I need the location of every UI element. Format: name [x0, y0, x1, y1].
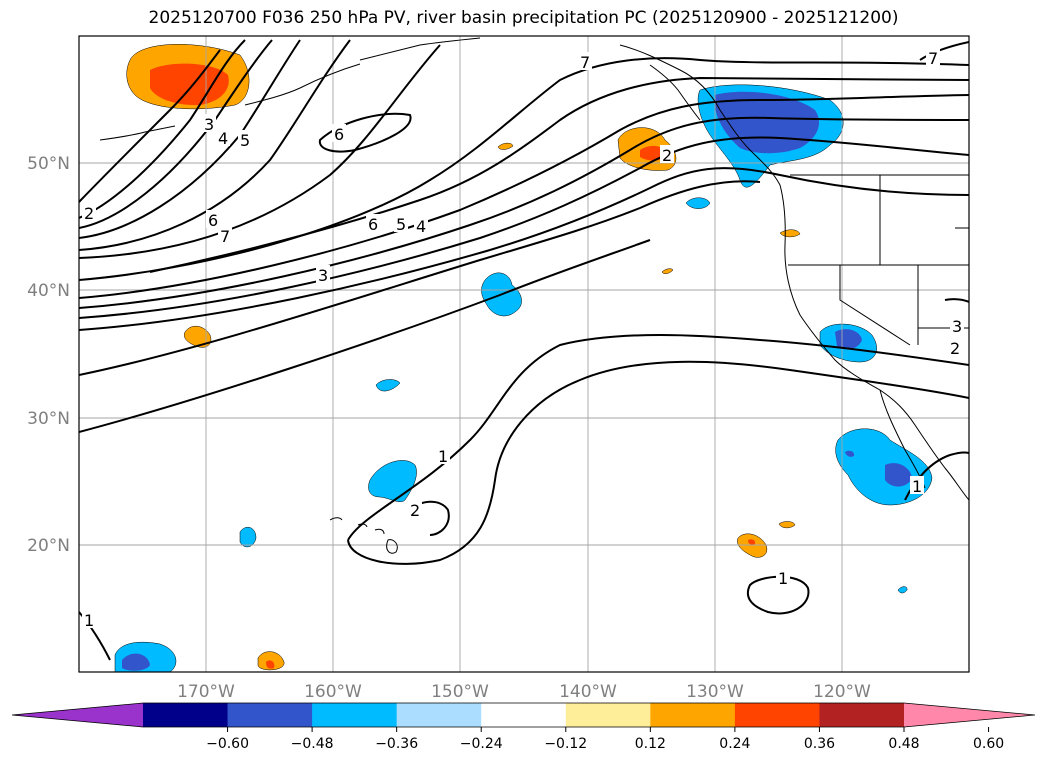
- contour-label: 1: [438, 447, 448, 466]
- lon-tick-label: 150°W: [431, 682, 489, 702]
- precip-strong-negative-area: [885, 463, 912, 487]
- contour-label: 2: [410, 501, 420, 520]
- lat-tick-label: 20°N: [27, 536, 70, 556]
- contour-label: 2: [662, 146, 672, 165]
- contour-label: 1: [912, 477, 922, 496]
- lon-axis: 170°W 160°W 150°W 140°W 130°W 120°W: [177, 682, 871, 702]
- colorbar-tick-label: 0.48: [888, 736, 919, 752]
- precip-positive-area: [778, 521, 796, 529]
- contour-label: 5: [240, 131, 250, 150]
- colorbar-tick-label: −0.12: [544, 736, 587, 752]
- contour-label: 2: [950, 339, 960, 358]
- colorbar-segment: [650, 703, 736, 727]
- precip-negative-area: [897, 586, 908, 594]
- contour-label: 4: [218, 129, 228, 148]
- colorbar-tick-label: 0.60: [973, 736, 1004, 752]
- colorbar-segment: [227, 703, 313, 727]
- lon-tick-label: 130°W: [686, 682, 744, 702]
- colorbar-segment: [396, 703, 482, 727]
- colorbar-segment: [481, 703, 567, 727]
- contour-label: 7: [220, 227, 230, 246]
- pv-contours: [79, 39, 969, 661]
- precip-negative-area: [239, 526, 257, 548]
- colorbar-tick-label: 0.24: [719, 736, 750, 752]
- contour-label: 7: [928, 49, 938, 68]
- lat-axis: 50°N 40°N 30°N 20°N: [27, 154, 70, 556]
- colorbar-segment: [819, 703, 905, 727]
- precip-positive-area: [184, 325, 212, 348]
- contour-label: 4: [416, 217, 426, 236]
- colorbar-tick-label: 0.36: [804, 736, 835, 752]
- colorbar-extend-low: [12, 703, 143, 727]
- precip-positive-area: [497, 142, 514, 150]
- colorbar-segment: [143, 703, 229, 727]
- lat-tick-label: 40°N: [27, 281, 70, 301]
- contour-label: 6: [368, 215, 378, 234]
- colorbar: −0.60 −0.48 −0.36 −0.24 −0.12 0.12 0.24 0.36 0.4…: [11, 702, 1036, 752]
- contour-label: 1: [778, 569, 788, 588]
- lon-tick-label: 160°W: [304, 682, 362, 702]
- precip-strong-negative-area: [845, 450, 855, 457]
- colorbar-segment: [565, 703, 651, 727]
- colorbar-extend-high: [904, 703, 1035, 727]
- precip-negative-area: [368, 460, 417, 503]
- contour-label: 2: [84, 204, 94, 223]
- precip-strong-positive-area: [748, 539, 756, 545]
- colorbar-tick-label: −0.24: [460, 736, 503, 752]
- contour-label: 3: [318, 266, 328, 285]
- precip-negative-area: [685, 197, 711, 209]
- colorbar-tick-label: −0.36: [375, 736, 418, 752]
- contour-label: 7: [580, 53, 590, 72]
- colorbar-tick-label: 0.12: [635, 736, 666, 752]
- contour-label: 5: [396, 215, 406, 234]
- contour-label: 3: [204, 115, 214, 134]
- contour-labels: 2 3 4 5 6 7 6 5 4 3 6 7 2 3 1 2 1 1 1 7 …: [82, 48, 964, 630]
- lon-tick-label: 120°W: [813, 682, 871, 702]
- colorbar-segment: [734, 703, 820, 727]
- colorbar-outline: [11, 702, 1036, 728]
- precip-negative-area: [835, 428, 933, 506]
- contour-label: 6: [208, 211, 218, 230]
- precip-positive-area: [661, 268, 674, 274]
- lon-tick-label: 170°W: [177, 682, 235, 702]
- lat-tick-label: 50°N: [27, 154, 70, 174]
- map-title: 2025120700 F036 250 hPa PV, river basin …: [148, 8, 899, 28]
- precip-strong-positive-area: [150, 63, 229, 106]
- colorbar-tick-label: −0.60: [206, 736, 249, 752]
- contour-label: 1: [84, 611, 94, 630]
- precip-positive-area: [737, 533, 768, 558]
- precip-strong-positive-area: [266, 660, 275, 669]
- map-frame: [78, 35, 970, 673]
- precip-strong-negative-area: [122, 653, 150, 671]
- precip-negative-area: [375, 379, 401, 392]
- colorbar-tick-label: −0.48: [291, 736, 334, 752]
- contour-label: 6: [334, 125, 344, 144]
- lat-tick-label: 30°N: [27, 409, 70, 429]
- colorbar-segment: [312, 703, 398, 727]
- contour-label: 3: [952, 317, 962, 336]
- lon-tick-label: 140°W: [559, 682, 617, 702]
